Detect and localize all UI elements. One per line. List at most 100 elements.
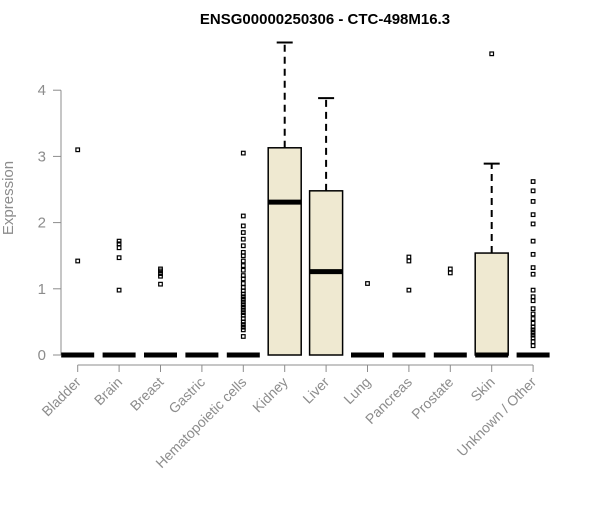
outlier-point [530, 298, 536, 304]
outlier-point [240, 294, 246, 300]
outlier-point [158, 271, 163, 276]
outlier-point [116, 238, 122, 244]
outlier-point [240, 213, 246, 219]
outlier-point [530, 339, 536, 345]
outlier-point [240, 307, 246, 313]
x-tick-label: Prostate [408, 374, 456, 422]
outlier-point [240, 223, 246, 229]
outlier-point [530, 199, 536, 204]
x-tick-label: Lung [340, 374, 373, 407]
x-tick-label: Skin [467, 374, 498, 405]
outlier-point [365, 281, 370, 286]
x-tick-label: Unknown / Other [454, 374, 540, 460]
outlier-point [406, 254, 412, 260]
outlier-point [240, 296, 246, 302]
outlier-point [530, 311, 536, 317]
box-group [267, 41, 302, 356]
outlier-point [158, 273, 163, 279]
outlier-point [447, 266, 453, 272]
outlier-point [530, 332, 536, 338]
outlier-point [240, 322, 246, 327]
outlier-point [75, 147, 81, 153]
outlier-point [240, 267, 246, 273]
x-tick-label: Bladder [38, 374, 84, 420]
y-axis: 0 1 2 3 4 [38, 82, 62, 364]
y-tick-label: 2 [38, 215, 46, 232]
outlier-point [75, 258, 81, 264]
outlier-point [530, 179, 536, 184]
outlier-point [240, 150, 246, 156]
chart-title: ENSG00000250306 - CTC-498M16.3 [200, 11, 450, 28]
outlier-point [530, 327, 536, 333]
x-tick-label: Kidney [249, 374, 291, 416]
outlier-point [530, 306, 536, 312]
outlier-point [240, 327, 246, 333]
outlier-point [116, 245, 122, 251]
outlier-point [240, 281, 246, 286]
box-rect [474, 252, 509, 356]
outlier-point [158, 268, 163, 274]
outlier-point [530, 343, 536, 349]
outlier-point [530, 324, 536, 330]
outlier-point [240, 253, 246, 259]
outlier-point [530, 251, 536, 257]
outlier-point [158, 281, 163, 287]
box-group [61, 147, 95, 358]
outlier-point [406, 287, 412, 293]
outlier-point [240, 302, 246, 308]
y-tick-label: 1 [38, 281, 46, 298]
y-tick-label: 3 [38, 148, 46, 165]
outlier-point [240, 299, 246, 305]
outlier-point [240, 324, 246, 330]
outlier-point [530, 265, 536, 271]
y-tick-label: 4 [38, 82, 46, 99]
box-group [433, 266, 467, 358]
outlier-point [530, 335, 536, 341]
outlier-point [530, 221, 536, 227]
box-group [351, 281, 384, 358]
plot-marks [61, 41, 550, 358]
box-rect [267, 147, 302, 356]
x-tick-label: Liver [299, 374, 332, 407]
y-axis-label: Expression [0, 161, 17, 235]
outlier-point [240, 276, 246, 282]
outlier-point [530, 316, 536, 321]
outlier-point [240, 258, 246, 264]
outlier-point [240, 291, 246, 297]
outlier-point [240, 263, 246, 269]
outlier-point [530, 320, 536, 326]
outlier-point [116, 287, 122, 293]
outlier-point [530, 271, 536, 277]
box-group [516, 179, 550, 358]
outlier-point [240, 236, 246, 242]
outlier-point [240, 334, 246, 339]
box-group [102, 238, 136, 358]
outlier-point [240, 243, 246, 249]
outlier-point [116, 255, 122, 261]
outlier-point [530, 294, 536, 300]
x-tick-label: Breast [127, 374, 167, 414]
outlier-point [240, 304, 246, 310]
outlier-point [530, 238, 536, 244]
x-tick-label: Brain [91, 374, 125, 408]
box-group [226, 150, 260, 358]
outlier-point [530, 330, 536, 335]
outlier-point [530, 287, 536, 293]
y-tick-label: 0 [38, 347, 46, 364]
outlier-point [447, 270, 453, 276]
outlier-point [240, 230, 246, 235]
outlier-point [406, 258, 412, 264]
box-group [308, 97, 344, 356]
outlier-point [530, 188, 536, 194]
box-group [144, 266, 177, 358]
outlier-point [240, 310, 246, 316]
outlier-point [489, 51, 495, 57]
outlier-point [240, 319, 246, 325]
outlier-point [116, 241, 122, 247]
box-group [474, 51, 509, 358]
box-group [392, 254, 426, 358]
outlier-point [530, 212, 536, 218]
